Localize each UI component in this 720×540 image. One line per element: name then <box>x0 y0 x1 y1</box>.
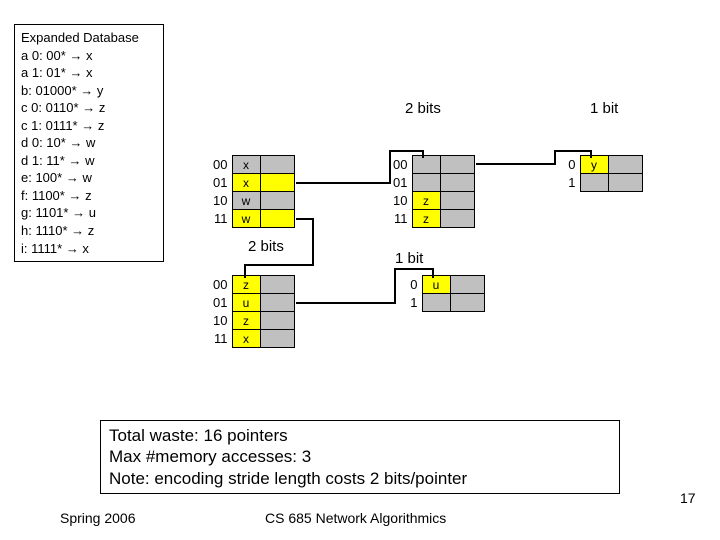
trie-value-cell: z <box>232 312 260 330</box>
trie-pointer-cell <box>440 174 474 192</box>
db-entry: c 0: 0110* → z <box>21 99 157 117</box>
trie-value-cell <box>580 174 608 192</box>
trie-value-cell: y <box>580 156 608 174</box>
trie-pointer-cell <box>260 156 294 174</box>
trie-row-label: 01 <box>210 294 232 312</box>
trie-pointer-cell <box>260 174 294 192</box>
trie-row-label: 11 <box>210 210 232 228</box>
trie-value-cell: x <box>232 174 260 192</box>
connector <box>244 264 246 278</box>
connector <box>312 218 314 266</box>
trie-row-label: 10 <box>210 192 232 210</box>
trie-pointer-cell <box>440 210 474 228</box>
label-2bits-mid: 2 bits <box>248 238 284 255</box>
trie-table-3: 0y1 <box>558 155 643 192</box>
label-2bits-top: 2 bits <box>405 100 441 117</box>
trie-pointer-cell <box>450 276 484 294</box>
connector <box>394 268 434 270</box>
trie-value-cell: x <box>232 156 260 174</box>
trie-table-2: 000110z11z <box>390 155 475 228</box>
trie-row-label: 10 <box>210 312 232 330</box>
trie-value-cell: u <box>422 276 450 294</box>
summary-line-3: Note: encoding stride length costs 2 bit… <box>109 468 611 489</box>
db-entry: g: 1101* → u <box>21 204 157 222</box>
connector <box>389 150 424 152</box>
connector <box>296 302 396 304</box>
connector <box>394 268 396 304</box>
db-entry: h: 1110* → z <box>21 222 157 240</box>
slide-number: 17 <box>680 490 696 506</box>
trie-value-cell: z <box>412 210 440 228</box>
trie-row-label: 0 <box>400 276 422 294</box>
trie-table-5: 0u1 <box>400 275 485 312</box>
db-entry: e: 100* → w <box>21 169 157 187</box>
trie-value-cell <box>412 174 440 192</box>
summary-box: Total waste: 16 pointers Max #memory acc… <box>100 420 620 494</box>
trie-pointer-cell <box>260 276 294 294</box>
trie-value-cell: x <box>232 330 260 348</box>
label-1bit-mid: 1 bit <box>395 250 423 267</box>
connector <box>432 268 434 278</box>
trie-value-cell <box>422 294 450 312</box>
connector <box>422 150 424 158</box>
trie-value-cell: u <box>232 294 260 312</box>
trie-row-label: 01 <box>210 174 232 192</box>
label-1bit-top: 1 bit <box>590 100 618 117</box>
trie-value-cell: z <box>232 276 260 294</box>
trie-pointer-cell <box>450 294 484 312</box>
footer-center: CS 685 Network Algorithmics <box>265 510 446 526</box>
connector <box>554 150 556 165</box>
trie-row-label: 11 <box>390 210 412 228</box>
db-entry: i: 1111* → x <box>21 240 157 258</box>
trie-pointer-cell <box>608 156 642 174</box>
expanded-database-box: Expanded Database a 0: 00* → xa 1: 01* →… <box>14 24 164 262</box>
trie-row-label: 1 <box>558 174 580 192</box>
trie-row-label: 10 <box>390 192 412 210</box>
connector <box>389 150 391 184</box>
summary-line-1: Total waste: 16 pointers <box>109 425 611 446</box>
trie-pointer-cell <box>440 192 474 210</box>
trie-value-cell: w <box>232 192 260 210</box>
trie-pointer-cell <box>440 156 474 174</box>
trie-row-label: 1 <box>400 294 422 312</box>
db-entry: f: 1100* → z <box>21 187 157 205</box>
connector <box>554 150 592 152</box>
trie-pointer-cell <box>260 330 294 348</box>
trie-row-label: 00 <box>210 276 232 294</box>
trie-row-label: 0 <box>558 156 580 174</box>
trie-pointer-cell <box>260 192 294 210</box>
trie-row-label: 00 <box>210 156 232 174</box>
trie-row-label: 11 <box>210 330 232 348</box>
footer-left: Spring 2006 <box>60 510 136 526</box>
db-entry: d 1: 11* → w <box>21 152 157 170</box>
db-title: Expanded Database <box>21 29 157 47</box>
trie-row-label: 01 <box>390 174 412 192</box>
connector <box>244 264 314 266</box>
trie-value-cell: w <box>232 210 260 228</box>
db-entry: c 1: 0111* → z <box>21 117 157 135</box>
trie-pointer-cell <box>260 210 294 228</box>
db-entry: d 0: 10* → w <box>21 134 157 152</box>
trie-table-4: 00z01u10z11x <box>210 275 295 348</box>
connector <box>590 150 592 158</box>
db-entry: a 1: 01* → x <box>21 64 157 82</box>
summary-line-2: Max #memory accesses: 3 <box>109 446 611 467</box>
connector <box>476 163 556 165</box>
db-entry: b: 01000* → y <box>21 82 157 100</box>
connector <box>296 182 391 184</box>
trie-table-1: 00x01x10w11w <box>210 155 295 228</box>
db-entry: a 0: 00* → x <box>21 47 157 65</box>
trie-value-cell: z <box>412 192 440 210</box>
trie-pointer-cell <box>608 174 642 192</box>
trie-pointer-cell <box>260 294 294 312</box>
trie-value-cell <box>412 156 440 174</box>
trie-row-label: 00 <box>390 156 412 174</box>
trie-pointer-cell <box>260 312 294 330</box>
